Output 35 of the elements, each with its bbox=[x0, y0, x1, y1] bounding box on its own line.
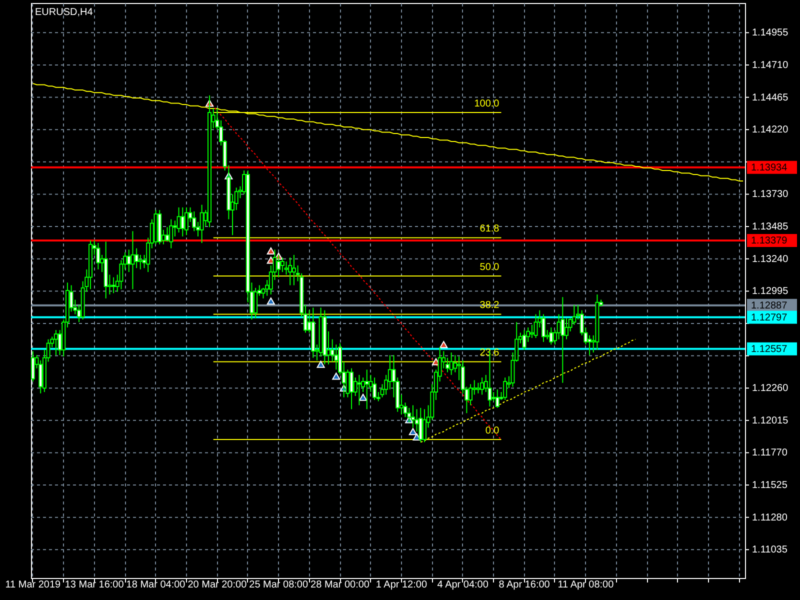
ref-line-label: 1.12887 bbox=[751, 300, 788, 312]
y-tick-label: 1.14955 bbox=[752, 28, 789, 39]
series-label: 50.0 bbox=[480, 262, 500, 273]
x-tick-label: 8 Apr 16:00 bbox=[498, 580, 550, 590]
y-tick-label: 1.14710 bbox=[752, 60, 789, 71]
y-tick-label: 1.13240 bbox=[752, 254, 789, 265]
x-tick-label: 1 Apr 12:00 bbox=[376, 580, 428, 590]
ref-line-label: 1.12557 bbox=[751, 344, 788, 355]
y-tick-label: 1.14220 bbox=[752, 124, 789, 136]
y-tick-label: 1.12260 bbox=[752, 383, 789, 394]
y-tick-label: 1.11770 bbox=[752, 448, 788, 459]
x-tick-label: 28 Mar 00:00 bbox=[310, 580, 370, 590]
y-tick-label: 1.14465 bbox=[752, 92, 789, 104]
series-label: 38.2 bbox=[480, 300, 500, 312]
x-tick-label: 11 Apr 08:00 bbox=[558, 580, 614, 590]
ref-line-label: 1.13379 bbox=[751, 236, 788, 247]
y-tick-label: 1.12995 bbox=[752, 286, 789, 298]
x-tick-label: 20 Mar 20:00 bbox=[188, 580, 248, 590]
x-tick-label: 25 Mar 08:00 bbox=[249, 580, 308, 590]
ref-line-label: 1.13934 bbox=[751, 162, 788, 174]
ref-line-label: 1.12797 bbox=[751, 312, 788, 324]
series-label: 61.8 bbox=[480, 224, 500, 235]
y-tick-label: 1.11035 bbox=[752, 544, 788, 556]
chart-title: EURUSD,H4 bbox=[35, 7, 94, 18]
x-tick-label: 11 Mar 2019 bbox=[5, 580, 62, 590]
x-tick-label: 18 Mar 04:00 bbox=[126, 580, 186, 590]
y-tick-label: 1.13485 bbox=[752, 222, 789, 233]
y-tick-label: 1.12015 bbox=[752, 415, 789, 426]
y-tick-label: 1.11525 bbox=[752, 480, 788, 492]
series-label: 100.0 bbox=[474, 98, 500, 110]
y-tick-label: 1.11280 bbox=[752, 512, 788, 524]
y-tick-label: 1.13730 bbox=[752, 189, 789, 200]
series-label: 0.0 bbox=[485, 426, 500, 437]
x-tick-label: 4 Apr 04:00 bbox=[437, 580, 489, 590]
x-tick-label: 13 Mar 16:00 bbox=[64, 580, 124, 590]
